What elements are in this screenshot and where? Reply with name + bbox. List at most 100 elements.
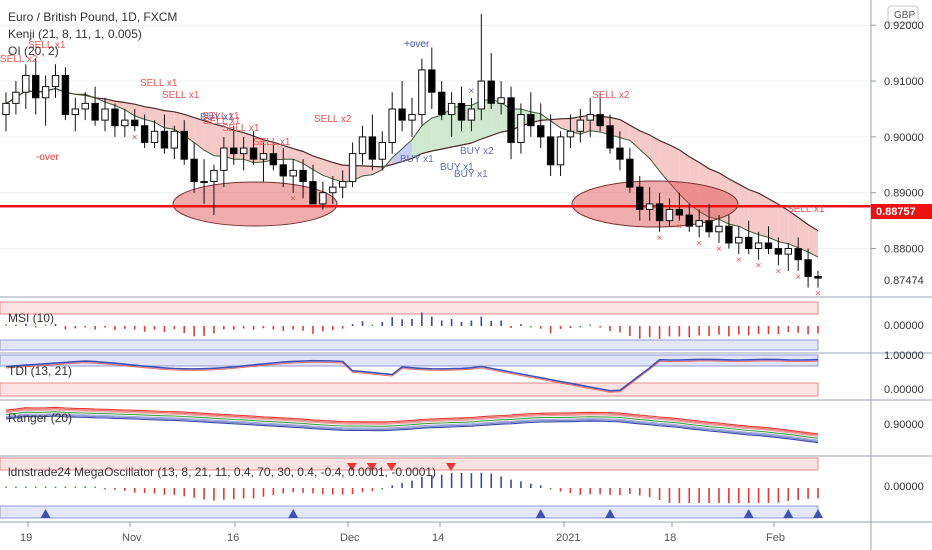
candle[interactable]: [437, 81, 446, 121]
candle[interactable]: [596, 92, 604, 132]
candle[interactable]: [259, 142, 268, 182]
candle[interactable]: [744, 220, 753, 255]
candle[interactable]: [111, 103, 119, 137]
candle[interactable]: [220, 136, 228, 188]
candle[interactable]: [378, 131, 387, 171]
candle[interactable]: [230, 125, 238, 165]
candle[interactable]: [556, 131, 565, 176]
candle[interactable]: [319, 181, 327, 210]
candle[interactable]: [51, 64, 60, 98]
candle-body: [487, 80, 495, 104]
candle[interactable]: [41, 75, 50, 126]
candle[interactable]: [150, 120, 159, 149]
candle[interactable]: [566, 114, 575, 149]
candle[interactable]: [279, 148, 287, 188]
candle[interactable]: [576, 108, 585, 143]
candle[interactable]: [705, 203, 713, 238]
candle[interactable]: [725, 215, 733, 249]
candle-body: [338, 181, 347, 188]
candle[interactable]: [190, 142, 198, 193]
candle-body: [51, 74, 60, 88]
candle-body: [121, 119, 129, 127]
candle[interactable]: [131, 108, 139, 132]
candle[interactable]: [180, 120, 188, 165]
candle-body: [418, 69, 426, 116]
candle[interactable]: [477, 14, 486, 121]
candle[interactable]: [81, 92, 89, 121]
candle[interactable]: [715, 215, 723, 243]
candle[interactable]: [814, 270, 822, 288]
candle[interactable]: [606, 114, 614, 154]
candle[interactable]: [22, 64, 30, 109]
candle[interactable]: [2, 92, 10, 132]
candle[interactable]: [31, 58, 40, 115]
cloud-segment: [619, 119, 630, 141]
candle[interactable]: [289, 159, 297, 193]
candle[interactable]: [685, 203, 693, 232]
candle[interactable]: [537, 103, 545, 149]
candle[interactable]: [418, 58, 426, 126]
candle[interactable]: [735, 226, 743, 255]
candle[interactable]: [71, 97, 80, 132]
candle[interactable]: [329, 175, 337, 204]
candle[interactable]: [309, 164, 317, 205]
candle[interactable]: [368, 114, 377, 171]
candle[interactable]: [527, 92, 535, 137]
candle[interactable]: [61, 67, 70, 121]
candle[interactable]: [428, 47, 436, 109]
candle[interactable]: [239, 136, 248, 171]
support-zone-right[interactable]: [571, 180, 739, 228]
candle[interactable]: [636, 175, 644, 221]
x-marker: ×: [815, 289, 821, 300]
mega-upper-band: [0, 457, 819, 471]
candle[interactable]: [358, 125, 367, 165]
candle[interactable]: [160, 114, 169, 154]
currency-badge[interactable]: GBP: [887, 5, 919, 24]
candle[interactable]: [467, 97, 476, 132]
candle[interactable]: [12, 81, 20, 115]
candle[interactable]: [616, 131, 624, 171]
candle[interactable]: [338, 170, 347, 199]
candle-body: [408, 114, 416, 121]
candle[interactable]: [784, 242, 793, 271]
candle[interactable]: [299, 159, 307, 199]
candle[interactable]: [754, 231, 763, 260]
candle[interactable]: [586, 97, 594, 137]
over-signal: -over: [36, 152, 59, 163]
candle[interactable]: [101, 97, 109, 132]
candle[interactable]: [447, 92, 456, 137]
candle[interactable]: [388, 92, 396, 154]
candle[interactable]: [626, 148, 634, 193]
price-tick-label: 0.91000: [884, 76, 924, 88]
candle[interactable]: [794, 237, 802, 271]
candle[interactable]: [91, 86, 99, 126]
candle[interactable]: [507, 86, 515, 160]
candle[interactable]: [269, 142, 278, 171]
candle[interactable]: [249, 131, 258, 165]
candle[interactable]: [210, 164, 218, 216]
candle-body: [764, 242, 773, 250]
candle[interactable]: [804, 248, 812, 288]
x-marker: ×: [775, 266, 781, 277]
candle[interactable]: [546, 114, 555, 176]
candle[interactable]: [695, 209, 703, 238]
candle[interactable]: [764, 226, 773, 255]
candle[interactable]: [774, 237, 783, 266]
candle[interactable]: [140, 114, 149, 149]
ranger-band-line: [5, 409, 819, 437]
candle[interactable]: [170, 125, 179, 160]
candle[interactable]: [645, 187, 654, 221]
candle[interactable]: [665, 198, 674, 227]
candle[interactable]: [121, 108, 129, 137]
candle[interactable]: [497, 81, 505, 115]
candle[interactable]: [655, 192, 664, 232]
candle[interactable]: [408, 97, 416, 137]
candle[interactable]: [517, 103, 525, 154]
candle[interactable]: [398, 81, 406, 132]
candle[interactable]: [675, 192, 684, 221]
candle[interactable]: [200, 159, 208, 204]
candle[interactable]: [487, 53, 495, 109]
candle[interactable]: [348, 142, 357, 188]
candle[interactable]: [457, 86, 466, 132]
